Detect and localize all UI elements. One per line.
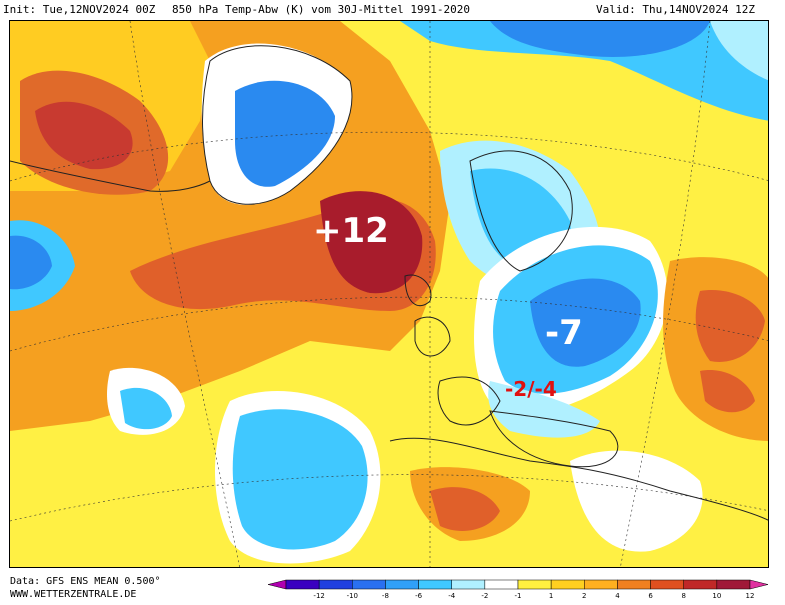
legend-tick-label: -10 — [347, 592, 358, 600]
italy-pale — [488, 381, 600, 438]
iceland-warm-core — [320, 191, 423, 294]
legend-swatch — [451, 579, 486, 590]
data-source: Data: GFS ENS MEAN 0.500° — [10, 576, 161, 587]
legend-swatch — [517, 579, 552, 590]
legend-swatch — [650, 579, 684, 590]
map-title: 850 hPa Temp-Abw (K) vom 30J-Mittel 1991… — [172, 3, 471, 16]
canada-warm-core — [35, 101, 133, 170]
legend-tick-label: 2 — [582, 592, 586, 600]
legend-tick-label: -2 — [481, 592, 488, 600]
legend-tick-label: -4 — [448, 592, 456, 600]
legend-swatch — [716, 579, 751, 590]
graticule — [10, 21, 768, 567]
legend-tick-label: -6 — [415, 592, 423, 600]
atlantic-w-cold — [120, 387, 172, 430]
west-edge-cold-core — [10, 235, 52, 290]
legend-tick-label: 10 — [712, 592, 721, 600]
legend-swatch — [550, 579, 585, 590]
legend-arrow-high — [749, 579, 769, 590]
atlantic-sw-cold — [232, 409, 368, 550]
cold-anomaly-label: -7 — [545, 313, 583, 353]
legend-swatch — [385, 579, 419, 590]
legend-bar: -12 -10 -8 -6 -4 -2 -1 1 2 4 6 8 10 12 — [267, 579, 769, 600]
europe-cold-core — [530, 278, 641, 367]
valid-time: Valid: Thu,14NOV2024 12Z — [596, 3, 755, 16]
legend-tick-label: 12 — [746, 592, 755, 600]
russia-warm-core — [695, 290, 765, 362]
legend-swatch — [617, 579, 651, 590]
website-credit: WWW.WETTERZENTRALE.DE — [10, 589, 137, 600]
temperature-anomaly-map: +12 -7 -2/-4 — [9, 20, 769, 568]
legend-swatch — [418, 579, 452, 590]
header-bar: Init: Tue,12NOV2024 00Z 850 hPa Temp-Abw… — [0, 0, 785, 20]
legend-tick-label: -12 — [313, 592, 324, 600]
legend-tick-label: -8 — [382, 592, 389, 600]
legend-swatch — [584, 579, 618, 590]
legend-swatch — [285, 579, 320, 590]
legend-swatch — [318, 579, 353, 590]
africa-warm-core — [430, 487, 500, 531]
legend-tick-label: 6 — [648, 592, 653, 600]
middle-east-white — [570, 450, 703, 552]
legend-tick-label: 1 — [549, 592, 553, 600]
legend-swatch — [683, 579, 718, 590]
warm-anomaly-label: +12 — [313, 211, 389, 251]
arctic-pale — [710, 21, 768, 81]
secondary-anomaly-label: -2/-4 — [505, 377, 557, 401]
legend-swatch — [352, 579, 386, 590]
caspian-warm — [700, 370, 755, 413]
map-field — [10, 21, 768, 567]
legend-tick-label: 4 — [615, 592, 620, 600]
color-legend: -12 -10 -8 -6 -4 -2 -1 1 2 4 6 8 10 12 — [267, 577, 769, 601]
legend-tick-label: -1 — [515, 592, 522, 600]
legend-swatch — [484, 579, 519, 590]
legend-tick-label: 8 — [681, 592, 685, 600]
legend-arrow-low — [267, 579, 287, 590]
greenland-cold — [235, 80, 335, 187]
arctic-cold-core — [490, 21, 710, 57]
init-time: Init: Tue,12NOV2024 00Z — [3, 3, 156, 16]
